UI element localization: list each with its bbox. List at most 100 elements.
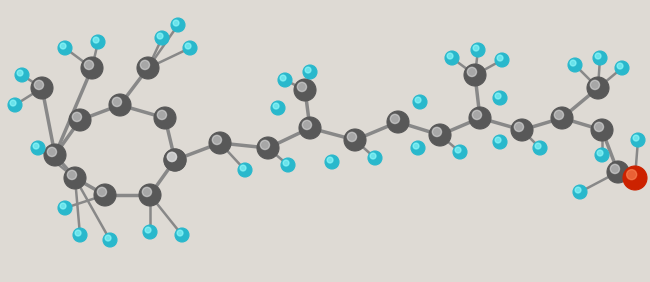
- Circle shape: [535, 143, 541, 149]
- Circle shape: [17, 70, 23, 76]
- Circle shape: [60, 43, 66, 49]
- Circle shape: [597, 150, 603, 156]
- Circle shape: [47, 147, 57, 157]
- Circle shape: [570, 60, 576, 66]
- Circle shape: [31, 77, 53, 99]
- Circle shape: [157, 110, 166, 120]
- Circle shape: [283, 160, 289, 166]
- Circle shape: [84, 60, 94, 70]
- Circle shape: [610, 164, 619, 173]
- Circle shape: [257, 137, 279, 159]
- Circle shape: [593, 51, 607, 65]
- Circle shape: [15, 68, 29, 82]
- Circle shape: [109, 94, 131, 116]
- Circle shape: [344, 129, 366, 151]
- Circle shape: [58, 201, 72, 215]
- Circle shape: [209, 132, 231, 154]
- Circle shape: [627, 169, 637, 180]
- Circle shape: [615, 61, 629, 75]
- Circle shape: [497, 55, 503, 61]
- Circle shape: [551, 107, 573, 129]
- Circle shape: [143, 225, 157, 239]
- Circle shape: [623, 166, 647, 190]
- Circle shape: [447, 53, 453, 59]
- Circle shape: [238, 163, 252, 177]
- Circle shape: [271, 101, 285, 115]
- Circle shape: [94, 184, 116, 206]
- Circle shape: [495, 137, 501, 143]
- Circle shape: [554, 110, 564, 120]
- Circle shape: [594, 122, 604, 131]
- Circle shape: [213, 135, 222, 145]
- Circle shape: [137, 57, 159, 79]
- Circle shape: [164, 149, 186, 171]
- Circle shape: [173, 20, 179, 26]
- Circle shape: [327, 157, 333, 163]
- Circle shape: [68, 170, 77, 180]
- Circle shape: [453, 145, 467, 159]
- Circle shape: [305, 67, 311, 73]
- Circle shape: [294, 79, 316, 101]
- Circle shape: [617, 63, 623, 69]
- Circle shape: [281, 158, 295, 172]
- Circle shape: [413, 143, 419, 149]
- Circle shape: [278, 73, 292, 87]
- Circle shape: [325, 155, 339, 169]
- Circle shape: [8, 98, 22, 112]
- Circle shape: [98, 187, 107, 197]
- Circle shape: [473, 110, 482, 120]
- Circle shape: [167, 152, 177, 162]
- Circle shape: [75, 230, 81, 236]
- Circle shape: [93, 37, 99, 43]
- Circle shape: [34, 80, 44, 90]
- Circle shape: [533, 141, 547, 155]
- Circle shape: [240, 165, 246, 171]
- Circle shape: [573, 185, 587, 199]
- Circle shape: [432, 127, 441, 136]
- Circle shape: [175, 228, 189, 242]
- Circle shape: [370, 153, 376, 159]
- Circle shape: [140, 60, 150, 70]
- Circle shape: [303, 65, 317, 79]
- Circle shape: [64, 167, 86, 189]
- Circle shape: [299, 117, 321, 139]
- Circle shape: [445, 51, 459, 65]
- Circle shape: [302, 120, 311, 129]
- Circle shape: [154, 107, 176, 129]
- Circle shape: [631, 133, 645, 147]
- Circle shape: [91, 35, 105, 49]
- Circle shape: [31, 141, 45, 155]
- Circle shape: [413, 95, 427, 109]
- Circle shape: [575, 187, 581, 193]
- Circle shape: [72, 112, 81, 122]
- Circle shape: [112, 97, 122, 107]
- Circle shape: [595, 53, 601, 59]
- Circle shape: [495, 53, 509, 67]
- Circle shape: [455, 147, 461, 153]
- Circle shape: [81, 57, 103, 79]
- Circle shape: [493, 91, 507, 105]
- Circle shape: [595, 148, 609, 162]
- Circle shape: [103, 233, 117, 247]
- Circle shape: [607, 161, 629, 183]
- Circle shape: [469, 107, 491, 129]
- Circle shape: [633, 135, 639, 141]
- Circle shape: [297, 82, 307, 92]
- Circle shape: [273, 103, 279, 109]
- Circle shape: [590, 80, 599, 90]
- Circle shape: [587, 77, 609, 99]
- Circle shape: [464, 64, 486, 86]
- Circle shape: [33, 143, 39, 149]
- Circle shape: [60, 203, 66, 209]
- Circle shape: [10, 100, 16, 106]
- Circle shape: [139, 184, 161, 206]
- Circle shape: [471, 43, 485, 57]
- Circle shape: [511, 119, 533, 141]
- Circle shape: [591, 119, 613, 141]
- Circle shape: [280, 75, 286, 81]
- Circle shape: [167, 152, 177, 162]
- Circle shape: [142, 187, 151, 197]
- Circle shape: [473, 45, 479, 51]
- Circle shape: [171, 18, 185, 32]
- Circle shape: [105, 235, 111, 241]
